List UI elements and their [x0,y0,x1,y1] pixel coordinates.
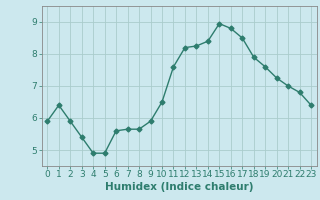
X-axis label: Humidex (Indice chaleur): Humidex (Indice chaleur) [105,182,253,192]
